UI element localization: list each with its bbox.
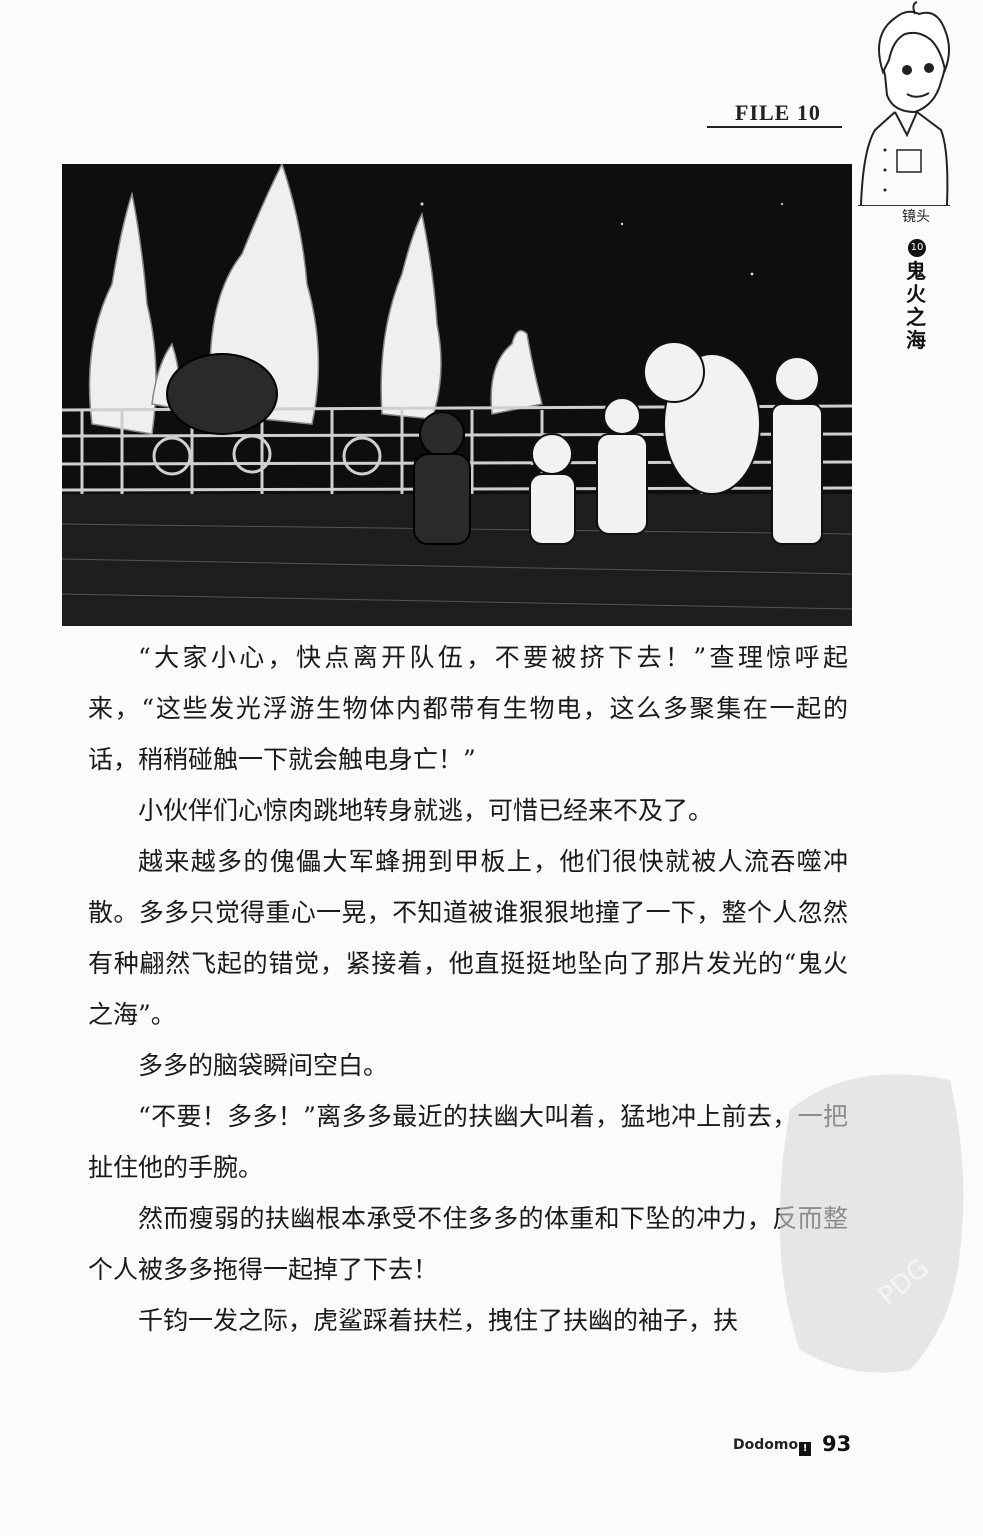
watermark-stamp-icon: PDG: [779, 1074, 964, 1373]
header-divider: [707, 126, 842, 128]
manga-illustration: [62, 164, 852, 626]
paragraph: 然而瘦弱的扶幽根本承受不住多多的体重和下坠的冲力，反而整个人被多多拖得一起掉了下…: [88, 1204, 848, 1284]
paragraph: 小伙伴们心惊肉跳地转身就逃，可惜已经来不及了。: [138, 796, 714, 825]
side-divider: [858, 205, 950, 206]
chapter-number-badge: 10: [908, 239, 926, 257]
footer-brand-mark: !: [799, 1442, 812, 1456]
footer-brand-name: Dodomo: [733, 1437, 799, 1453]
footer-brand: Dodomo!: [733, 1437, 812, 1456]
paragraph: 千钧一发之际，虎鲨踩着扶栏，拽住了扶幽的袖子，扶: [138, 1306, 739, 1335]
mascot-boy-icon: [860, 1, 950, 205]
paragraph: 多多的脑袋瞬间空白。: [138, 1051, 389, 1080]
file-label: FILE 10: [735, 100, 821, 125]
body-text: “大家小心，快点离开队伍，不要被挤下去！”查理惊呼起来，“这些发光浮游生物体内都…: [88, 632, 848, 1346]
page-number: 93: [822, 1432, 852, 1456]
paragraph: “不要！多多！”离多多最近的扶幽大叫着，猛地冲上前去，一把扯住他的手腕。: [88, 1102, 848, 1182]
paragraph: “大家小心，快点离开队伍，不要被挤下去！”查理惊呼起来，“这些发光浮游生物体内都…: [88, 643, 848, 774]
chapter-title: 鬼火之海: [906, 259, 926, 352]
ship-deck-ghost-fire-icon: [62, 164, 852, 626]
paragraph: 越来越多的傀儡大军蜂拥到甲板上，他们很快就被人流吞噬冲散。多多只觉得重心一晃，不…: [88, 847, 848, 1029]
side-label: 镜头: [902, 209, 930, 225]
